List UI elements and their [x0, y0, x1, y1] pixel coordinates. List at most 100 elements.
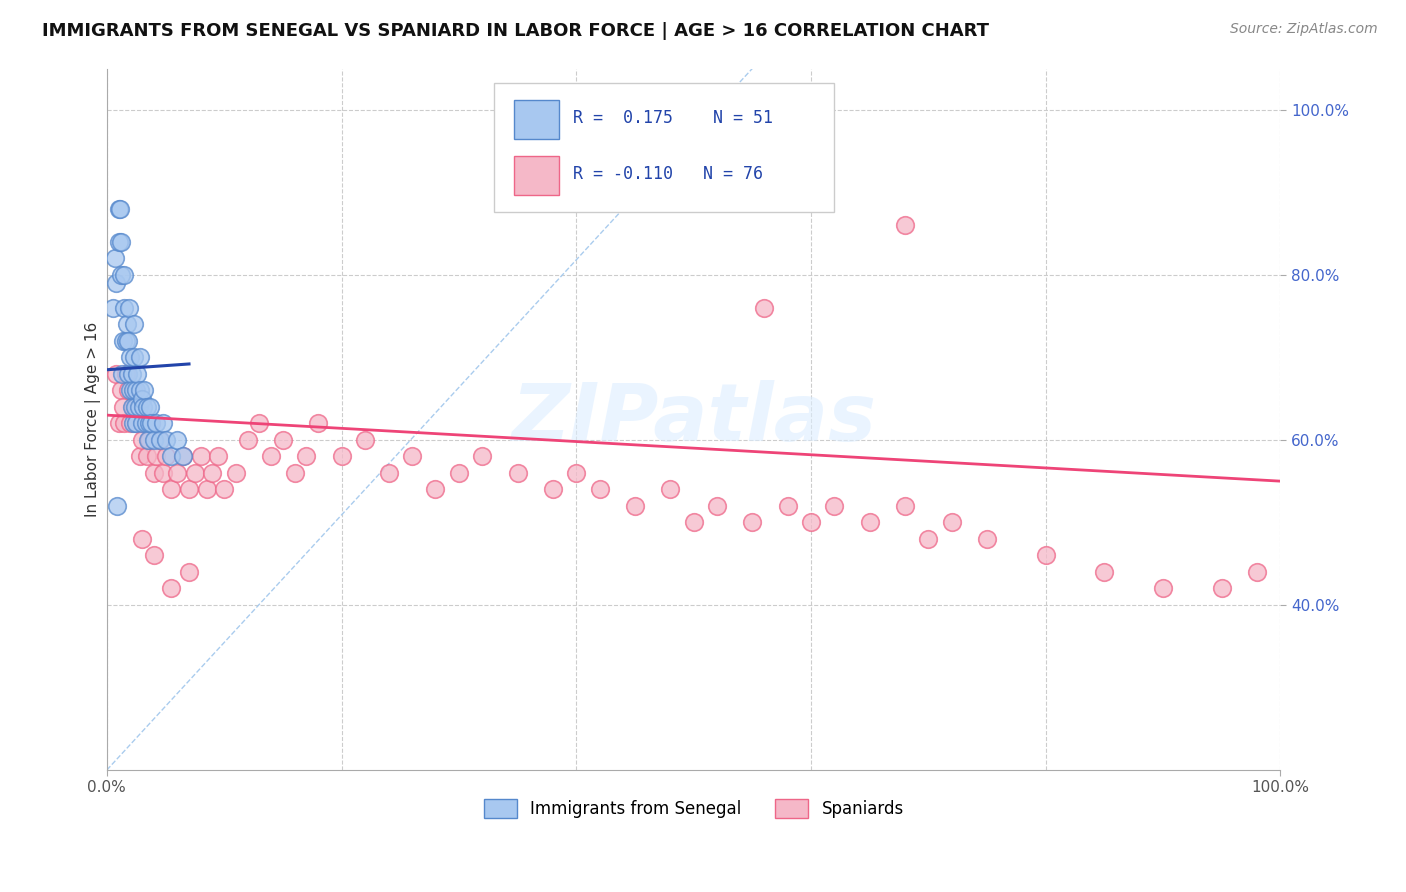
Point — [160, 582, 183, 596]
Point — [128, 351, 150, 365]
Point — [377, 466, 399, 480]
Point — [166, 466, 188, 480]
Point — [941, 516, 963, 530]
Point — [506, 466, 529, 480]
Point — [117, 334, 139, 348]
Point — [659, 483, 682, 497]
Point — [124, 400, 146, 414]
Point — [110, 384, 132, 398]
Point — [177, 483, 200, 497]
Point — [145, 450, 167, 464]
Point — [131, 433, 153, 447]
Point — [128, 450, 150, 464]
Point — [138, 417, 160, 431]
Point — [706, 499, 728, 513]
Point — [117, 384, 139, 398]
Point — [1152, 582, 1174, 596]
Point — [121, 367, 143, 381]
Point — [110, 268, 132, 282]
Point — [134, 384, 156, 398]
Point — [307, 417, 329, 431]
Point — [894, 219, 917, 233]
Point — [120, 417, 142, 431]
Point — [201, 466, 224, 480]
Point — [236, 433, 259, 447]
Point — [1035, 549, 1057, 563]
Point — [107, 499, 129, 513]
Bar — [515, 100, 558, 138]
Point — [155, 433, 177, 447]
Point — [107, 417, 129, 431]
Point — [172, 450, 194, 464]
Point — [131, 532, 153, 546]
Point — [132, 400, 155, 414]
Point — [260, 450, 283, 464]
Point — [105, 367, 128, 381]
Point — [104, 252, 127, 266]
Point — [135, 417, 157, 431]
Text: IMMIGRANTS FROM SENEGAL VS SPANIARD IN LABOR FORCE | AGE > 16 CORRELATION CHART: IMMIGRANTS FROM SENEGAL VS SPANIARD IN L… — [42, 22, 990, 40]
Point — [142, 549, 165, 563]
Point — [172, 450, 194, 464]
Point — [121, 400, 143, 414]
Point — [752, 301, 775, 315]
Point — [108, 202, 131, 216]
FancyBboxPatch shape — [494, 83, 834, 212]
Point — [107, 202, 129, 216]
Point — [160, 483, 183, 497]
Point — [541, 483, 564, 497]
Point — [124, 384, 146, 398]
Point — [471, 450, 494, 464]
Point — [114, 417, 136, 431]
Point — [330, 450, 353, 464]
Point — [190, 450, 212, 464]
Point — [184, 466, 207, 480]
Point — [125, 417, 148, 431]
Point — [112, 400, 135, 414]
Point — [152, 417, 174, 431]
Point — [115, 318, 138, 332]
Y-axis label: In Labor Force | Age > 16: In Labor Force | Age > 16 — [86, 322, 101, 516]
Point — [118, 301, 141, 315]
Point — [225, 466, 247, 480]
Point — [114, 334, 136, 348]
Point — [565, 466, 588, 480]
Point — [1246, 565, 1268, 579]
Point — [110, 235, 132, 249]
Point — [142, 433, 165, 447]
Point — [212, 483, 235, 497]
Point — [149, 433, 172, 447]
Point — [114, 301, 136, 315]
Point — [122, 318, 145, 332]
Point — [589, 483, 612, 497]
Point — [131, 392, 153, 406]
Point — [117, 367, 139, 381]
Point — [136, 433, 159, 447]
Point — [160, 450, 183, 464]
Point — [1092, 565, 1115, 579]
Point — [166, 433, 188, 447]
Bar — [515, 156, 558, 194]
Point — [823, 499, 845, 513]
Point — [271, 433, 294, 447]
Point — [125, 384, 148, 398]
Point — [425, 483, 447, 497]
Point — [111, 367, 134, 381]
Point — [122, 351, 145, 365]
Point — [741, 516, 763, 530]
Point — [859, 516, 882, 530]
Point — [121, 384, 143, 398]
Point — [447, 466, 470, 480]
Point — [894, 499, 917, 513]
Point — [800, 516, 823, 530]
Point — [121, 400, 143, 414]
Point — [141, 417, 163, 431]
Point — [139, 400, 162, 414]
Text: R =  0.175    N = 51: R = 0.175 N = 51 — [572, 109, 773, 127]
Point — [295, 450, 318, 464]
Point — [682, 516, 704, 530]
Point — [127, 400, 149, 414]
Point — [135, 450, 157, 464]
Text: R = -0.110   N = 76: R = -0.110 N = 76 — [572, 165, 762, 183]
Point — [121, 417, 143, 431]
